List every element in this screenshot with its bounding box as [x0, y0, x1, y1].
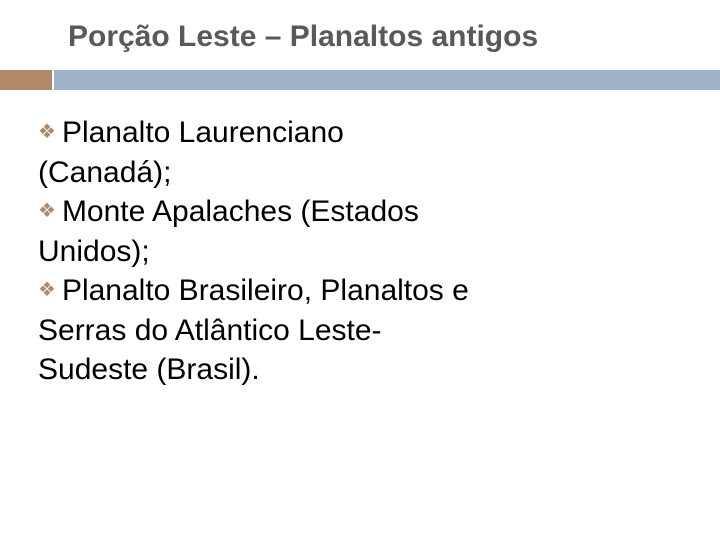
bullet-text-cont: Sudeste (Brasil). [38, 351, 682, 389]
bullet-text-cont: (Canadá); [38, 154, 682, 192]
slide-title: Porção Leste – Planaltos antigos [68, 20, 682, 54]
bullet-item: ❖Monte Apalaches (Estados [38, 193, 682, 231]
bullet-item: ❖Planalto Brasileiro, Planaltos e [38, 272, 682, 310]
diamond-bullet-icon: ❖ [38, 199, 56, 224]
bullet-text: Planalto Laurenciano [62, 116, 344, 149]
bullet-text-cont: Serras do Atlântico Leste- [38, 312, 682, 350]
bullet-text: Planalto Brasileiro, Planaltos e [62, 274, 469, 307]
slide: Porção Leste – Planaltos antigos ❖Planal… [0, 0, 720, 540]
diamond-bullet-icon: ❖ [38, 120, 56, 145]
bullet-text-cont: Unidos); [38, 233, 682, 271]
title-divider [38, 70, 682, 90]
bullet-item: ❖Planalto Laurenciano [38, 114, 682, 152]
divider-bar [0, 70, 720, 90]
divider-accent [0, 70, 54, 90]
slide-body: ❖Planalto Laurenciano (Canadá); ❖Monte A… [38, 114, 682, 389]
bullet-text: Monte Apalaches (Estados [62, 195, 419, 228]
diamond-bullet-icon: ❖ [38, 278, 56, 303]
